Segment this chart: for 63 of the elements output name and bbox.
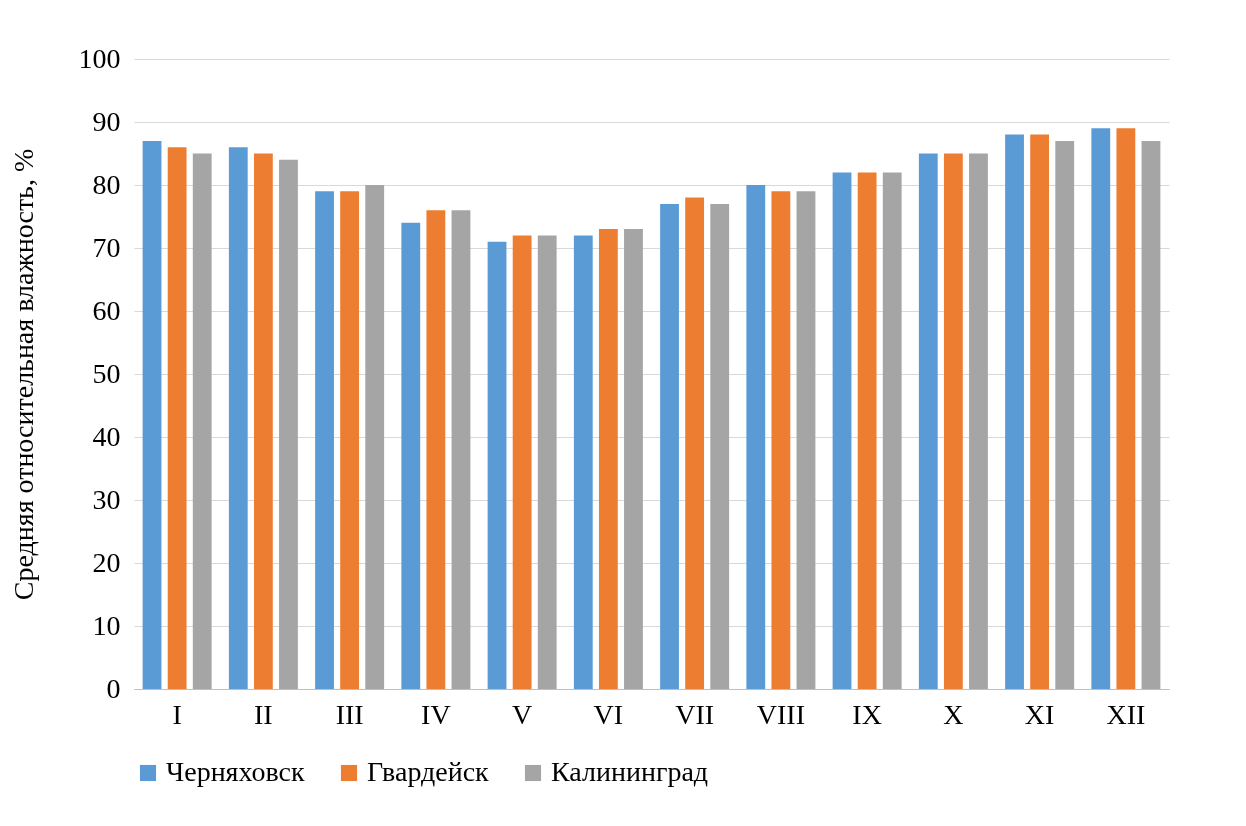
x-tick-label: VI: [593, 698, 624, 730]
x-tick-label: VII: [675, 698, 715, 730]
bar: [1141, 140, 1161, 689]
bar: [832, 172, 852, 689]
bar: [746, 185, 766, 689]
y-tick-label: 50: [92, 357, 121, 389]
legend-label: Калининград: [551, 756, 709, 787]
bar: [598, 229, 618, 689]
x-tick-label: XII: [1106, 698, 1146, 730]
bar: [279, 159, 298, 689]
bar: [401, 222, 421, 689]
bar: [796, 191, 816, 689]
y-tick-label: 30: [92, 483, 121, 515]
x-tick-label: I: [172, 698, 182, 730]
y-tick-label: 0: [106, 672, 121, 704]
bar: [512, 235, 532, 689]
bar: [192, 153, 212, 689]
bar: [857, 172, 877, 689]
x-tick-label: II: [254, 698, 273, 730]
bar: [710, 203, 730, 689]
bar: [969, 153, 988, 689]
bar: [771, 191, 791, 689]
bar: [573, 235, 593, 689]
bar: [487, 241, 507, 689]
bar: [1116, 128, 1136, 689]
x-tick-label: X: [943, 698, 964, 730]
y-tick-label: 80: [92, 168, 121, 200]
bar: [315, 191, 334, 689]
bar: [943, 153, 963, 689]
x-tick-label: VIII: [756, 698, 805, 730]
bar: [1005, 134, 1024, 689]
legend-label: Черняховск: [166, 756, 305, 787]
y-tick-label: 40: [92, 420, 121, 452]
bar: [660, 203, 679, 689]
bar: [340, 191, 360, 689]
bar: [882, 172, 902, 689]
y-tick-label: 10: [92, 609, 121, 641]
bar: [167, 147, 187, 689]
y-tick-label: 60: [92, 294, 121, 326]
bar: [451, 210, 471, 689]
bar: [228, 147, 248, 689]
y-tick-label: 100: [78, 42, 121, 74]
bar: [142, 140, 162, 689]
bar: [1055, 140, 1075, 689]
bar: [624, 229, 643, 689]
bar: [253, 153, 273, 689]
bar: [1091, 128, 1111, 689]
y-tick-label: 70: [92, 231, 121, 263]
legend-label: Гвардейск: [367, 756, 490, 787]
x-tick-label: IX: [852, 698, 882, 730]
bar: [426, 210, 446, 689]
x-tick-label: III: [335, 698, 364, 730]
x-tick-label: XI: [1024, 698, 1055, 730]
bar: [537, 235, 557, 689]
y-tick-label: 20: [92, 546, 121, 578]
y-axis-title: Средняя относительная влажность, %: [7, 148, 39, 601]
bar: [918, 153, 938, 689]
x-tick-label: IV: [421, 698, 451, 730]
bar: [1030, 134, 1050, 689]
x-tick-label: V: [512, 698, 533, 730]
bar: [365, 185, 385, 689]
bar: [685, 197, 705, 689]
y-tick-label: 90: [92, 105, 121, 137]
